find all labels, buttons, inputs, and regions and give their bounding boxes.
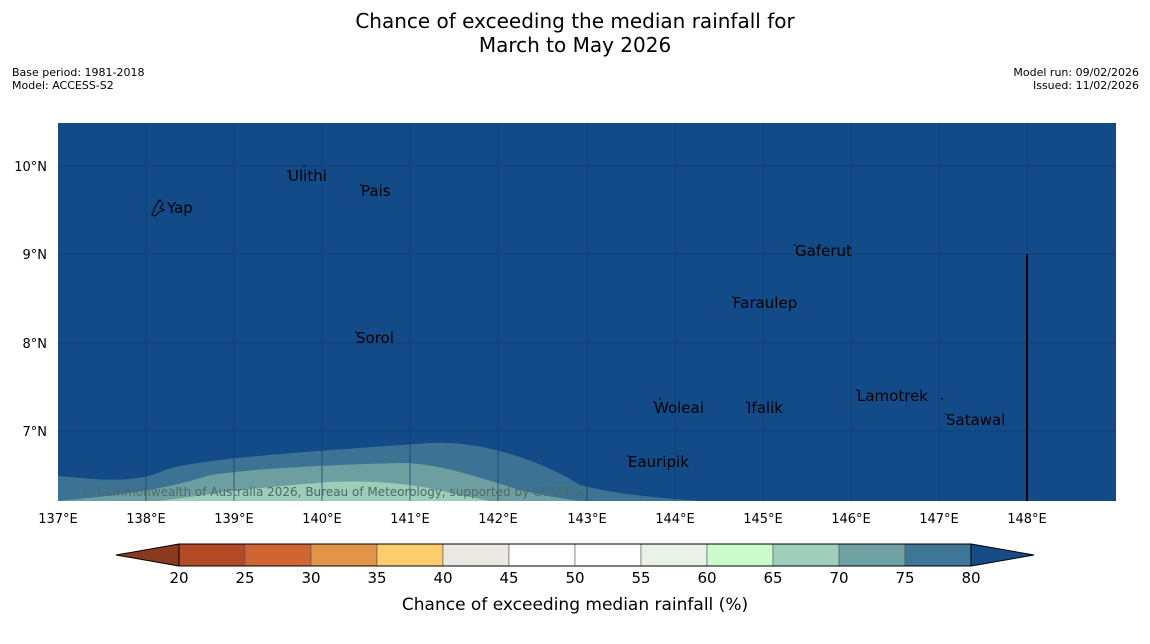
colorbar-tick: 40 xyxy=(433,569,452,587)
colorbar-bin xyxy=(310,543,378,567)
title-line-2: March to May 2026 xyxy=(478,33,672,57)
meta-right: Model run: 09/02/2026 Issued: 11/02/2026 xyxy=(1013,66,1139,92)
lon-label: 146°E xyxy=(831,512,871,527)
island-dots xyxy=(158,165,947,457)
lon-label: 140°E xyxy=(302,512,342,527)
lon-label: 144°E xyxy=(655,512,695,527)
probability-band-70 xyxy=(58,463,580,501)
colorbar-under-arrow xyxy=(115,543,180,567)
colorbar-bin xyxy=(508,543,576,567)
place-label-faraulep: Faraulep xyxy=(733,294,797,312)
colorbar-tick: 25 xyxy=(235,569,254,587)
colorbar-tick: 55 xyxy=(631,569,650,587)
lon-label: 143°E xyxy=(567,512,607,527)
colorbar-tick: 65 xyxy=(763,569,782,587)
colorbar-bin xyxy=(442,543,510,567)
place-label-sorol: Sorol xyxy=(356,329,394,347)
issued-date: Issued: 11/02/2026 xyxy=(1032,79,1139,92)
lon-label: 145°E xyxy=(743,512,783,527)
place-label-lamotrek: Lamotrek xyxy=(857,387,928,405)
meta-left: Base period: 1981-2018 Model: ACCESS-S2 xyxy=(12,66,144,92)
place-label-satawal: Satawal xyxy=(946,411,1005,429)
colorbar-label: Chance of exceeding median rainfall (%) xyxy=(402,595,748,615)
colorbar-tick: 50 xyxy=(565,569,584,587)
map-title: Chance of exceeding the median rainfall … xyxy=(0,9,1150,57)
base-period: Base period: 1981-2018 xyxy=(12,66,145,79)
colorbar-frame xyxy=(178,543,972,567)
place-label-gaferut: Gaferut xyxy=(795,242,852,260)
place-label-woleai: Woleai xyxy=(654,399,704,417)
colorbar-bin xyxy=(838,543,906,567)
lat-label: 9°N xyxy=(23,248,48,263)
lat-label: 8°N xyxy=(23,337,48,352)
colorbar-tick: 70 xyxy=(829,569,848,587)
lat-label: 7°N xyxy=(23,425,48,440)
longitude-axis-labels: 137°E 138°E 139°E 140°E 141°E 142°E 143°… xyxy=(38,512,1047,527)
colorbar-tick: 45 xyxy=(499,569,518,587)
lon-label: 142°E xyxy=(478,512,518,527)
model-name: Model: ACCESS-S2 xyxy=(12,79,114,92)
latitude-axis-labels: 10°N 9°N 8°N 7°N xyxy=(14,160,47,440)
colorbar-bin xyxy=(376,543,444,567)
place-label-eauripik: Eauripik xyxy=(628,453,689,471)
lon-label: 141°E xyxy=(390,512,430,527)
colorbar-legend: 20 25 30 35 40 45 50 55 60 65 70 75 80 C… xyxy=(115,543,1035,615)
colorbar-tick: 60 xyxy=(697,569,716,587)
colorbar-bin xyxy=(574,543,642,567)
colorbar-tick: 35 xyxy=(367,569,386,587)
place-label-yap: Yap xyxy=(166,199,193,217)
place-label-pais: Pais xyxy=(361,182,391,200)
colorbar-tick: 30 xyxy=(301,569,320,587)
lon-label: 139°E xyxy=(214,512,254,527)
map-area[interactable]: © Commonwealth of Australia 2026, Bureau… xyxy=(58,123,1116,501)
copyright-notice: © Commonwealth of Australia 2026, Bureau… xyxy=(81,485,586,499)
model-run: Model run: 09/02/2026 xyxy=(1013,66,1139,79)
lon-label: 138°E xyxy=(126,512,166,527)
colorbar-bin xyxy=(904,543,972,567)
lon-label: 137°E xyxy=(38,512,78,527)
yap-island-outline xyxy=(151,199,166,217)
lon-label: 147°E xyxy=(919,512,959,527)
colorbar-bin xyxy=(178,543,246,567)
place-labels: Yap Ulithi Pais Gaferut Faraulep Sorol L… xyxy=(158,165,1005,471)
colorbar-bin xyxy=(772,543,840,567)
colorbar-bin xyxy=(244,543,312,567)
colorbar-over-arrow xyxy=(970,543,1035,567)
lon-label: 148°E xyxy=(1007,512,1047,527)
colorbar-tick: 20 xyxy=(169,569,188,587)
colorbar-tick: 80 xyxy=(961,569,980,587)
place-label-ulithi: Ulithi xyxy=(288,167,327,185)
lat-label: 10°N xyxy=(14,160,47,175)
place-label-ifalik: Ifalik xyxy=(747,399,783,417)
colorbar-bin xyxy=(640,543,708,567)
title-line-1: Chance of exceeding the median rainfall … xyxy=(355,9,795,33)
probability-band-65 xyxy=(160,481,490,501)
colorbar-bin xyxy=(706,543,774,567)
colorbar-tick: 75 xyxy=(895,569,914,587)
